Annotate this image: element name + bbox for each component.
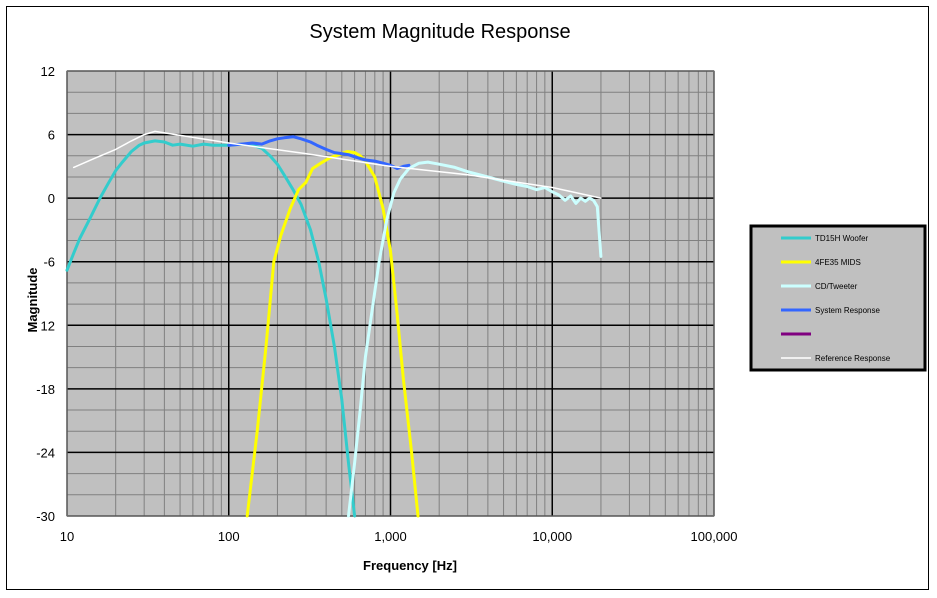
y-tick-label: 0 — [48, 191, 55, 206]
chart-title: System Magnitude Response — [309, 21, 570, 43]
series-line-3 — [227, 135, 411, 170]
series-layer — [65, 130, 603, 518]
legend-label: TD15H Woofer — [815, 234, 869, 243]
series-line-5 — [72, 130, 602, 199]
y-tick-label: 12 — [41, 318, 55, 333]
legend-box — [749, 224, 927, 372]
x-axis-ticks: 10 100 1,000 10,000 100,000 — [60, 529, 738, 544]
x-tick-label: 100 — [218, 529, 240, 544]
y-tick-label: -6 — [43, 255, 55, 270]
legend: TD15H Woofer 4FE35 MIDS CD/Tweeter System R… — [749, 224, 927, 372]
y-tick-label: 6 — [48, 128, 55, 143]
legend-label: 4FE35 MIDS — [815, 258, 861, 267]
series-line-0 — [65, 139, 357, 518]
x-tick-label: 10,000 — [532, 529, 572, 544]
x-tick-label: 1,000 — [374, 529, 407, 544]
legend-label: System Response — [815, 306, 880, 315]
x-tick-label: 10 — [60, 529, 74, 544]
x-tick-label: 100,000 — [691, 529, 738, 544]
x-axis-label: Frequency [Hz] — [363, 558, 457, 573]
y-tick-label: 12 — [41, 64, 55, 79]
y-tick-label: -18 — [36, 382, 55, 397]
y-tick-label: -30 — [36, 509, 55, 524]
plot-border — [66, 70, 715, 517]
y-axis-label: Magnitude — [25, 268, 40, 333]
legend-label: Reference Response — [815, 354, 891, 363]
y-tick-label: -24 — [36, 445, 55, 460]
y-axis-ticks: 12 6 0 -6 12 -18 -24 -30 — [36, 64, 55, 524]
legend-label: CD/Tweeter — [815, 282, 858, 291]
